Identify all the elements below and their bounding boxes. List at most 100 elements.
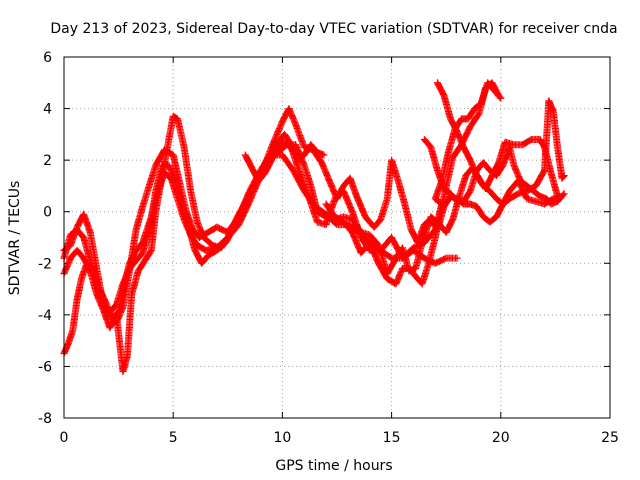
data-point-run (74, 248, 87, 261)
data-point-run (133, 240, 146, 253)
data-point-run (185, 225, 199, 253)
data-point-run (421, 137, 434, 150)
data-point-run (467, 158, 480, 178)
data-point-run (456, 173, 469, 199)
data-point-run (493, 163, 506, 178)
y-axis-label: SDTVAR / TECUs (7, 181, 23, 296)
data-point-run (500, 196, 512, 207)
data-point-run (148, 209, 160, 253)
x-tick-label: 0 (60, 430, 69, 446)
data-point-run (533, 168, 548, 189)
x-axis-label: GPS time / hours (275, 458, 392, 474)
data-point-run (128, 269, 142, 297)
data-point-run (440, 93, 454, 121)
data-point-run (222, 225, 238, 245)
data-point-run (318, 160, 332, 181)
data-point-run (529, 136, 543, 143)
data-point-run (334, 183, 347, 201)
data-point-run (180, 145, 194, 193)
data-point-run (142, 248, 154, 263)
y-tick-label: 0 (43, 205, 52, 221)
data-point-run (414, 222, 428, 245)
data-point-run (549, 109, 561, 150)
data-point-run (444, 254, 460, 262)
series-7 (433, 79, 568, 208)
data-point-run (525, 195, 538, 205)
data-point-run (199, 253, 211, 266)
data-point-run (268, 119, 286, 150)
y-tick-label: 2 (43, 153, 52, 169)
data-point-run (139, 230, 153, 255)
data-point-run (545, 98, 557, 114)
data-point-run (332, 214, 346, 225)
data-point-run (419, 214, 434, 245)
data-point-run (406, 266, 419, 279)
data-point-run (491, 88, 504, 101)
data-point-run (73, 276, 85, 302)
data-point-run (214, 240, 228, 253)
data-point-run (441, 185, 453, 197)
data-point-run (307, 183, 321, 214)
data-point-run (119, 354, 131, 374)
data-point-run (480, 183, 493, 194)
x-tick-label: 20 (492, 430, 510, 446)
data-point-run (268, 140, 281, 163)
data-point-run (139, 183, 153, 209)
data-point-run (520, 136, 534, 148)
data-point-run (393, 266, 406, 286)
data-point-run (288, 142, 301, 163)
data-point-run (388, 158, 402, 183)
x-tick-label: 5 (169, 430, 178, 446)
data-point-run (511, 141, 525, 149)
data-point-run (172, 178, 186, 209)
data-point-run (240, 186, 255, 209)
data-point-run (133, 250, 146, 264)
data-point-run (541, 98, 553, 173)
data-point-run (74, 227, 87, 240)
chart-title: Day 213 of 2023, Sidereal Day-to-day VTE… (50, 21, 617, 37)
data-point-run (93, 292, 107, 312)
data-point-run (170, 113, 180, 122)
data-point-run (377, 196, 391, 222)
data-point-run (341, 213, 355, 223)
y-tick-label: 6 (43, 50, 52, 66)
data-point-run (447, 116, 460, 134)
data-point-run (113, 281, 126, 307)
data-point-run (412, 240, 426, 271)
data-point-run (474, 204, 486, 220)
data-point-run (69, 297, 81, 333)
data-point-run (93, 281, 107, 299)
data-point-run (559, 173, 567, 181)
data-point-run (375, 261, 390, 281)
data-point-run (516, 188, 530, 197)
data-point-run (474, 173, 486, 189)
data-point-run (454, 197, 466, 205)
data-point-run (395, 178, 408, 206)
y-tick-label: -2 (38, 256, 52, 272)
data-point-run (459, 115, 471, 123)
data-point-run (371, 217, 384, 230)
data-point-run (178, 204, 192, 230)
data-point-run (524, 183, 538, 194)
data-point-run (367, 232, 381, 248)
data-point-run (419, 261, 432, 286)
data-point-run (537, 193, 549, 202)
y-tick-label: -4 (38, 308, 52, 324)
data-point-run (279, 152, 296, 173)
data-series (60, 79, 568, 376)
data-point-run (65, 328, 76, 346)
series-5 (322, 79, 505, 288)
data-point-run (480, 160, 493, 173)
data-point-run (448, 191, 460, 204)
data-point-run (495, 140, 509, 165)
data-point-run (165, 114, 177, 142)
data-point-run (468, 201, 479, 210)
data-point-run (205, 247, 220, 259)
data-point-run (281, 132, 294, 147)
data-point-run (107, 302, 119, 315)
data-point-run (292, 122, 308, 150)
data-point-run (255, 170, 268, 184)
data-point-run (518, 178, 530, 189)
data-point-run (467, 111, 482, 129)
